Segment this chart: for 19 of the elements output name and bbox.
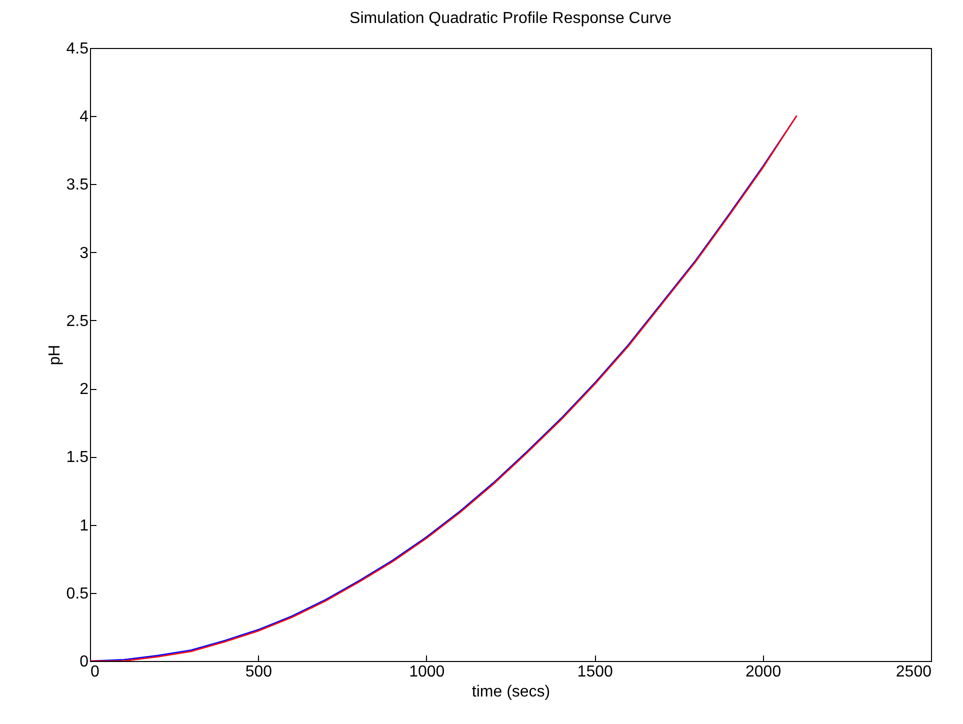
x-tick-label: 0 <box>90 664 100 680</box>
x-tick-label: 2500 <box>896 664 932 680</box>
chart-title: Simulation Quadratic Profile Response Curve <box>350 10 672 27</box>
x-tick-label: 1000 <box>409 664 445 680</box>
y-tick-label: 1.5 <box>66 449 89 466</box>
y-tick-label: 2.5 <box>66 312 89 330</box>
y-tick-label: 0.5 <box>66 585 89 602</box>
y-tick-label: 4.5 <box>66 40 89 58</box>
y-tick-label: 2 <box>80 381 89 398</box>
x-axis-title: time (secs) <box>472 684 550 700</box>
line-series <box>90 115 798 661</box>
y-tick-label: 3 <box>80 244 89 262</box>
y-tick-label: 1 <box>80 517 89 534</box>
y-tick-label: 3.5 <box>66 176 89 194</box>
x-tick-label: 500 <box>245 664 272 680</box>
x-tick-label: 1500 <box>577 664 613 680</box>
y-axis-title: pH <box>46 344 64 366</box>
y-tick-label: 4 <box>80 108 89 126</box>
x-tick-label: 2000 <box>746 664 782 680</box>
